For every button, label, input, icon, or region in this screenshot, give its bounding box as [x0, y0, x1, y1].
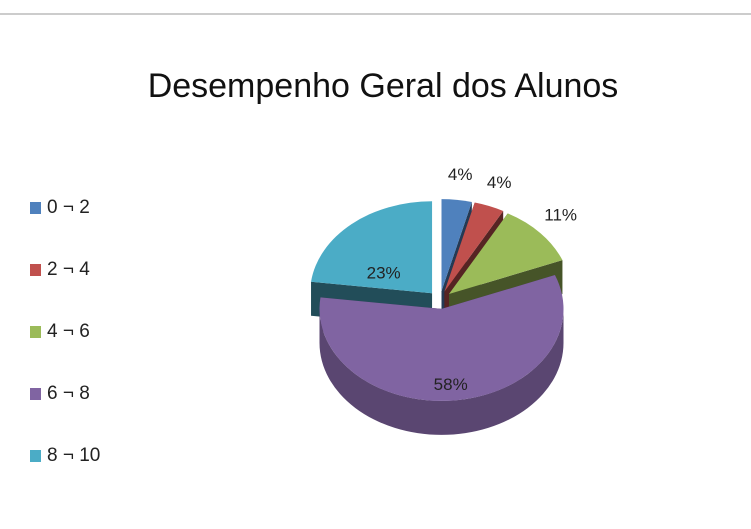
legend-label: 0 ¬ 2 — [47, 197, 90, 218]
chart-title: Desempenho Geral dos Alunos — [148, 67, 619, 105]
data-label: 23% — [367, 263, 401, 282]
legend-swatch — [30, 202, 41, 214]
legend-swatch — [30, 450, 41, 462]
slice — [449, 213, 563, 295]
legend-label: 2 ¬ 4 — [47, 259, 90, 280]
data-label: 58% — [434, 375, 468, 394]
slice — [444, 202, 504, 292]
legend-swatch — [30, 388, 41, 400]
slice — [311, 201, 433, 294]
slice-wall — [319, 308, 564, 435]
slice — [319, 275, 564, 401]
data-label: 4% — [487, 173, 512, 192]
legend-swatch — [30, 264, 41, 276]
data-label: 11% — [544, 205, 577, 224]
legend-label: 6 ¬ 8 — [47, 383, 90, 404]
legend-label: 4 ¬ 6 — [47, 321, 90, 342]
legend-label: 8 ¬ 10 — [47, 445, 100, 466]
data-label: 4% — [448, 165, 473, 184]
slice — [441, 199, 472, 292]
pie-tops — [311, 199, 564, 401]
legend-swatch — [30, 326, 41, 338]
